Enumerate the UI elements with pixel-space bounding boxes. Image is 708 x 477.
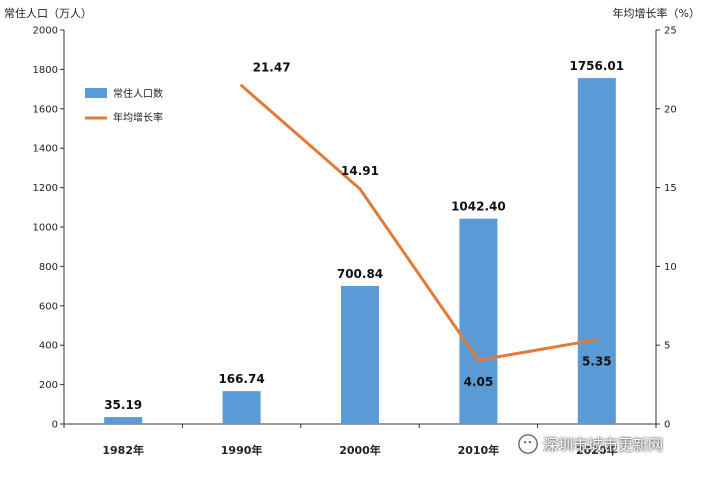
left-tick-label: 1600 — [33, 104, 58, 115]
bar — [222, 391, 261, 424]
line-value-label: 4.05 — [464, 375, 494, 389]
right-tick-label: 25 — [664, 26, 677, 37]
x-tick-label: 2020年 — [576, 443, 618, 457]
line-series: 21.47 14.91 4.05 5.35 — [240, 61, 612, 389]
watermark-text: 深圳市城市更新网 — [543, 435, 664, 454]
x-tick-label: 1990年 — [221, 443, 263, 457]
left-tick-label: 1400 — [33, 144, 58, 155]
bar — [459, 218, 498, 424]
line-value-label: 21.47 — [253, 61, 291, 75]
bar-value-label: 35.19 — [104, 398, 142, 412]
bar — [104, 417, 143, 424]
right-tick-label: 15 — [664, 183, 677, 194]
bar-value-label: 1042.40 — [451, 200, 506, 214]
bar — [341, 285, 379, 424]
watermark: 深圳市城市更新网 — [517, 433, 663, 455]
line-point — [240, 84, 244, 88]
axes: 0 200 400 600 800 1000 1200 1400 1600 1800 2000 0 5 1… — [33, 26, 677, 458]
right-tick-label: 5 — [664, 341, 670, 352]
right-tick-label: 10 — [664, 262, 677, 273]
left-tick-label: 400 — [39, 341, 58, 352]
left-tick-label: 1000 — [33, 223, 58, 234]
bar — [577, 78, 616, 424]
x-tick-label: 2010年 — [458, 443, 500, 457]
legend-bar-swatch — [85, 88, 107, 98]
left-tick-label: 1800 — [33, 65, 58, 76]
bar-value-label: 700.84 — [337, 267, 383, 281]
x-tick-label: 2000年 — [339, 443, 381, 457]
legend-bar-label: 常住人口数 — [113, 87, 163, 100]
bar-series: 35.19 166.74 700.84 1042.40 1756.01 — [104, 59, 624, 424]
line-point — [476, 358, 480, 362]
left-tick-label: 800 — [39, 262, 58, 273]
left-axis-title: 常住人口（万人） — [4, 6, 92, 20]
x-tick-label: 1982年 — [102, 443, 144, 457]
growth-rate-line — [240, 84, 598, 362]
bar-value-label: 166.74 — [218, 372, 264, 386]
right-tick-label: 0 — [664, 420, 670, 431]
wechat-icon — [518, 434, 538, 454]
line-value-label: 5.35 — [582, 355, 612, 369]
left-tick-label: 2000 — [33, 26, 58, 37]
bar-value-label: 1756.01 — [569, 59, 624, 73]
right-axis-title: 年均增长率（%） — [613, 6, 700, 20]
right-tick-label: 20 — [664, 104, 677, 115]
left-tick-label: 1200 — [33, 183, 58, 194]
legend-line-label: 年均增长率 — [113, 111, 163, 124]
left-tick-label: 0 — [52, 420, 58, 431]
left-tick-label: 200 — [39, 380, 58, 391]
line-point — [595, 338, 599, 342]
left-tick-label: 600 — [39, 301, 58, 312]
line-value-label: 14.91 — [341, 164, 379, 178]
line-point — [358, 187, 362, 191]
